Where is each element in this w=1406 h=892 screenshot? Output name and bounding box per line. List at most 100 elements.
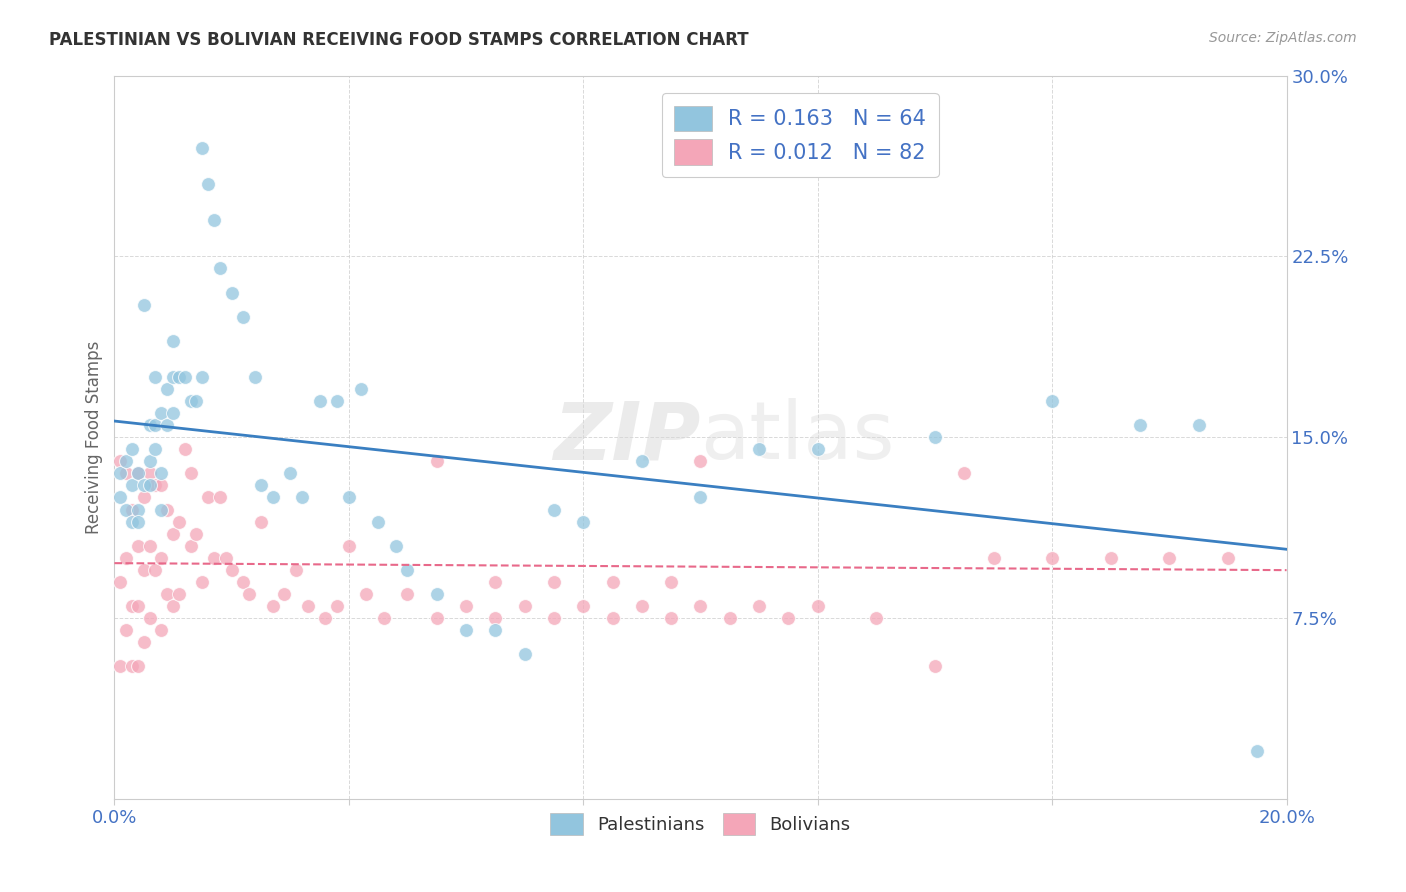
Point	[337, 491, 360, 505]
Point	[602, 574, 624, 589]
Point	[127, 539, 149, 553]
Point	[291, 491, 314, 505]
Point	[983, 550, 1005, 565]
Point	[326, 394, 349, 409]
Point	[396, 563, 419, 577]
Point	[278, 467, 301, 481]
Point	[121, 515, 143, 529]
Point	[156, 382, 179, 396]
Point	[232, 574, 254, 589]
Point	[543, 611, 565, 625]
Point	[689, 599, 711, 613]
Point	[807, 442, 830, 457]
Point	[426, 454, 449, 468]
Point	[167, 515, 190, 529]
Point	[202, 550, 225, 565]
Point	[138, 454, 160, 468]
Point	[308, 394, 330, 409]
Point	[127, 502, 149, 516]
Point	[373, 611, 395, 625]
Point	[513, 599, 536, 613]
Point	[1216, 550, 1239, 565]
Point	[156, 587, 179, 601]
Point	[484, 623, 506, 637]
Point	[513, 647, 536, 661]
Point	[115, 467, 138, 481]
Point	[110, 574, 132, 589]
Point	[718, 611, 741, 625]
Point	[145, 442, 167, 457]
Point	[162, 599, 184, 613]
Point	[297, 599, 319, 613]
Text: atlas: atlas	[700, 398, 894, 476]
Point	[337, 539, 360, 553]
Point	[1188, 418, 1211, 433]
Point	[138, 467, 160, 481]
Point	[162, 334, 184, 348]
Point	[631, 599, 654, 613]
Point	[208, 491, 231, 505]
Y-axis label: Receiving Food Stamps: Receiving Food Stamps	[86, 341, 103, 534]
Point	[484, 611, 506, 625]
Point	[132, 491, 155, 505]
Point	[127, 599, 149, 613]
Point	[689, 491, 711, 505]
Point	[484, 574, 506, 589]
Point	[150, 623, 173, 637]
Point	[396, 587, 419, 601]
Point	[924, 430, 946, 444]
Point	[127, 659, 149, 673]
Point	[924, 659, 946, 673]
Point	[221, 285, 243, 300]
Point	[186, 394, 208, 409]
Point	[110, 491, 132, 505]
Point	[138, 611, 160, 625]
Point	[367, 515, 389, 529]
Point	[454, 599, 477, 613]
Point	[748, 442, 770, 457]
Point	[132, 635, 155, 649]
Point	[285, 563, 308, 577]
Point	[145, 563, 167, 577]
Text: Source: ZipAtlas.com: Source: ZipAtlas.com	[1209, 31, 1357, 45]
Point	[191, 141, 214, 155]
Point	[243, 370, 266, 384]
Point	[186, 526, 208, 541]
Point	[121, 442, 143, 457]
Point	[221, 563, 243, 577]
Point	[865, 611, 887, 625]
Point	[262, 491, 284, 505]
Point	[953, 467, 976, 481]
Point	[197, 491, 219, 505]
Point	[426, 587, 449, 601]
Text: ZIP: ZIP	[553, 398, 700, 476]
Text: PALESTINIAN VS BOLIVIAN RECEIVING FOOD STAMPS CORRELATION CHART: PALESTINIAN VS BOLIVIAN RECEIVING FOOD S…	[49, 31, 749, 49]
Point	[162, 526, 184, 541]
Point	[454, 623, 477, 637]
Point	[150, 550, 173, 565]
Point	[262, 599, 284, 613]
Point	[191, 370, 214, 384]
Point	[1099, 550, 1122, 565]
Point	[543, 574, 565, 589]
Point	[426, 611, 449, 625]
Point	[602, 611, 624, 625]
Point	[138, 478, 160, 492]
Point	[543, 502, 565, 516]
Point	[150, 502, 173, 516]
Point	[572, 515, 595, 529]
Point	[180, 467, 202, 481]
Point	[659, 611, 682, 625]
Point	[1040, 394, 1063, 409]
Point	[173, 370, 195, 384]
Point	[1040, 550, 1063, 565]
Point	[384, 539, 406, 553]
Point	[162, 370, 184, 384]
Point	[250, 515, 273, 529]
Point	[110, 467, 132, 481]
Point	[356, 587, 378, 601]
Legend: Palestinians, Bolivians: Palestinians, Bolivians	[541, 804, 859, 844]
Point	[1129, 418, 1152, 433]
Point	[110, 659, 132, 673]
Point	[110, 454, 132, 468]
